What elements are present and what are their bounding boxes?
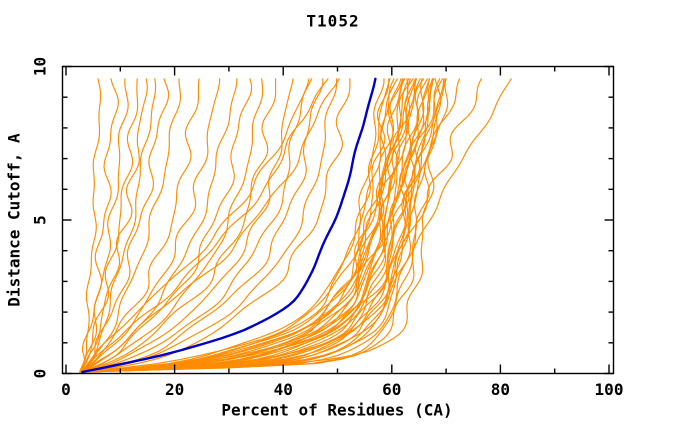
model-curve [84,78,482,373]
model-curve [83,78,338,373]
model-curve [81,78,277,373]
model-curve [81,78,433,373]
model-curve [79,78,139,373]
chart-title: T1052 [306,11,360,31]
model-curve [87,78,442,373]
model-curve [81,78,411,373]
model-curve [81,78,435,373]
y-tick-label: 10 [31,57,50,76]
model-curve [81,78,406,373]
model-curve [81,78,421,373]
model-curve [81,78,170,373]
model-curve [79,78,102,373]
y-tick-label: 0 [31,369,50,379]
model-curve [80,78,329,373]
model-curve [79,78,129,373]
x-axis-label: Percent of Residues (CA) [221,400,453,420]
x-tick-label: 60 [382,380,401,399]
model-curve [81,78,446,373]
model-curve [81,78,264,373]
model-curve [80,78,200,373]
y-axis-label: Distance Cutoff, A [4,133,24,307]
model-curve [81,78,253,373]
x-tick-label: 40 [274,380,293,399]
model-curve [81,78,425,373]
x-tick-label: 20 [165,380,184,399]
model-curve [81,78,395,373]
model-curve [81,78,429,373]
x-tick-label: 0 [61,380,71,399]
model-curve [81,78,391,373]
model-curve [81,78,409,373]
model-curve [82,78,324,373]
y-tick-label: 5 [31,215,50,225]
model-curve [83,78,351,373]
model-curve [80,78,313,373]
model-curve [81,78,441,373]
highlight-curve [81,77,377,374]
model-curve [79,78,119,373]
model-curve [80,78,148,373]
model-curve [81,78,434,373]
model-curve [81,78,181,373]
model-curve [81,78,340,373]
model-curve [81,78,385,373]
model-curve [82,78,461,373]
x-tick-label: 100 [595,380,624,399]
model-curve [86,78,512,373]
model-curve [81,78,398,373]
model-curve [80,78,157,373]
model-curve [82,78,294,373]
x-tick-label: 80 [491,380,510,399]
model-curve [81,78,417,373]
model-curve [81,78,404,373]
